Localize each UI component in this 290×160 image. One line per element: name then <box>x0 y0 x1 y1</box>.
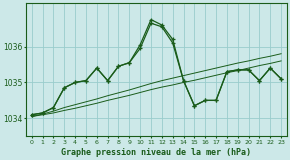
X-axis label: Graphe pression niveau de la mer (hPa): Graphe pression niveau de la mer (hPa) <box>61 148 251 156</box>
